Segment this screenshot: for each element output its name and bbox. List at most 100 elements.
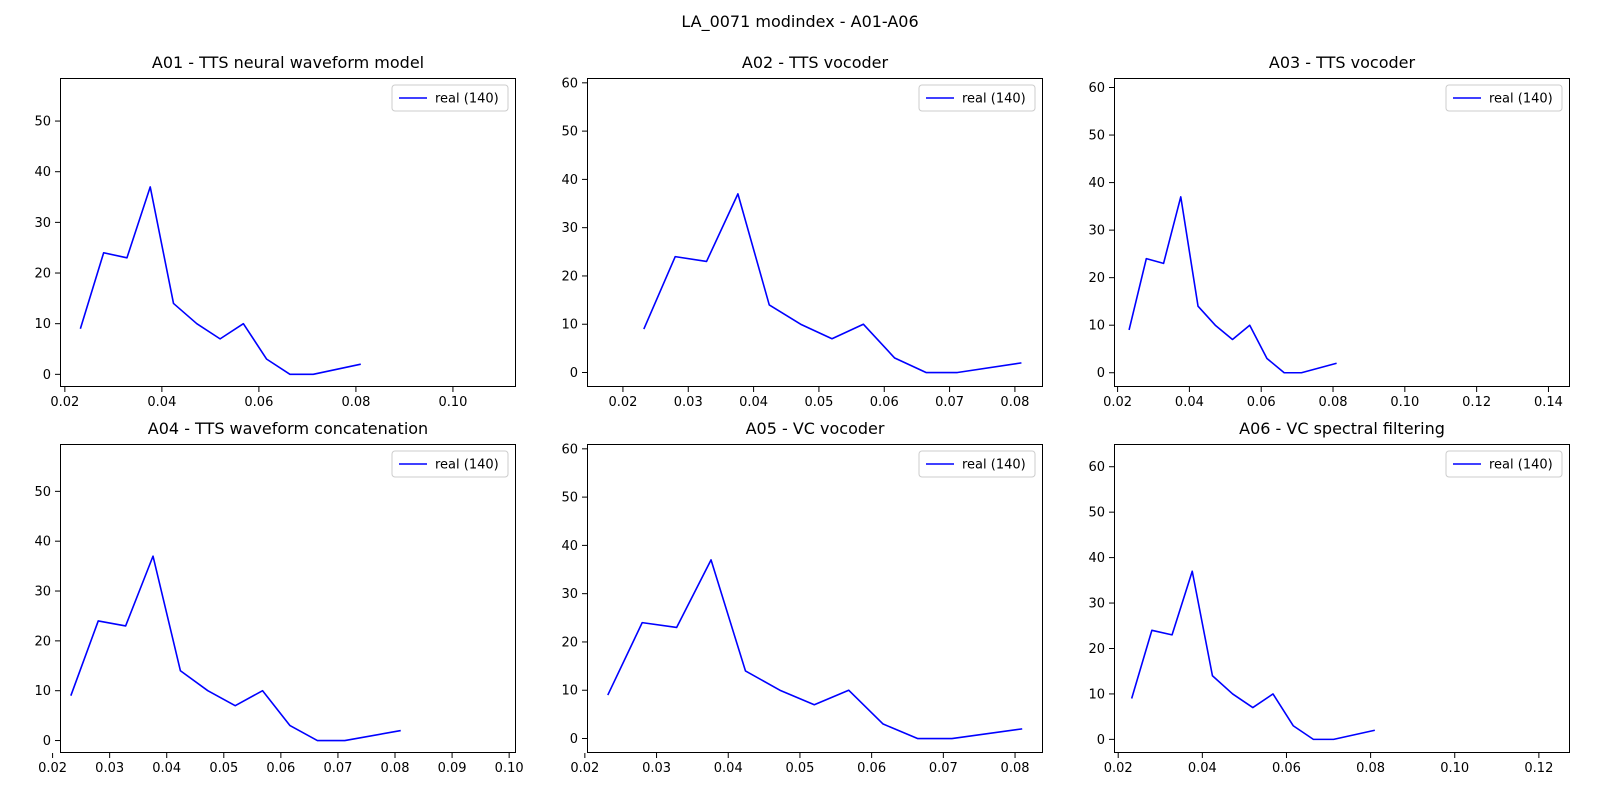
y-tick-label: 30 — [561, 587, 578, 602]
subplot-a01: A01 - TTS neural waveform model 0.02 0.04… — [34, 53, 516, 410]
y-tick-label: 30 — [34, 585, 51, 600]
x-tick-label: 0.08 — [1001, 761, 1030, 776]
axes-frame — [1114, 444, 1570, 753]
x-tick-label: 0.04 — [714, 761, 743, 776]
y-tick-label: 20 — [34, 267, 51, 282]
y-tick-label: 50 — [1088, 506, 1105, 521]
x-tick-label: 0.04 — [152, 761, 181, 776]
subplot-a03: A03 - TTS vocoder 0.02 0.04 0.06 0.08 0.10 0.… — [1088, 53, 1570, 410]
legend: real (140) — [918, 84, 1036, 112]
x-tick-label: 0.10 — [438, 395, 467, 410]
series-line — [1130, 570, 1375, 741]
y-tick-label: 20 — [1088, 271, 1105, 286]
x-tick-label: 0.05 — [804, 395, 833, 410]
y-tick-label: 40 — [561, 173, 578, 188]
x-tick-label: 0.07 — [935, 395, 964, 410]
x-tick-label: 0.06 — [857, 761, 886, 776]
plot-area: 0.02 0.04 0.06 0.08 0.10 0.12 0 10 20 30 40 50 60 rea… — [1088, 444, 1570, 776]
legend-label: real (140) — [435, 92, 499, 107]
y-tick-label: 60 — [561, 442, 578, 457]
y-tick-label: 0 — [1097, 366, 1105, 381]
axes-frame — [587, 444, 1043, 753]
x-tick-label: 0.03 — [95, 761, 124, 776]
y-tick-label: 20 — [561, 269, 578, 284]
y-tick-label: 30 — [34, 216, 51, 231]
y-tick-label: 0 — [1097, 733, 1105, 748]
y-tick-label: 10 — [1088, 319, 1105, 334]
series-line — [643, 193, 1022, 374]
series-line — [607, 559, 1023, 740]
legend-label: real (140) — [435, 458, 499, 473]
y-tick-label: 10 — [561, 318, 578, 333]
axes-frame — [60, 78, 516, 387]
y-tick-label: 10 — [1088, 687, 1105, 702]
series-line — [70, 555, 401, 742]
x-tick-label: 0.02 — [50, 395, 79, 410]
axes-frame — [60, 444, 516, 753]
legend-box — [918, 450, 1036, 478]
y-tick-label: 50 — [34, 485, 51, 500]
x-tick-label: 0.02 — [1104, 761, 1133, 776]
x-tick-label: 0.07 — [323, 761, 352, 776]
x-tick-label: 0.06 — [1247, 395, 1276, 410]
x-tick-label: 0.03 — [642, 761, 671, 776]
y-tick-label: 0 — [43, 368, 51, 383]
legend: real (140) — [918, 450, 1036, 478]
subplot-a02: A02 - TTS vocoder 0.02 0.03 0.04 0.05 0.06 0.… — [561, 53, 1043, 410]
subplot-a04: A04 - TTS waveform concatenation 0.02 0.0… — [34, 419, 524, 776]
legend-box — [391, 84, 509, 112]
x-tick-label: 0.07 — [929, 761, 958, 776]
y-tick-label: 40 — [1088, 551, 1105, 566]
series-line — [1128, 196, 1337, 374]
subplot-title: A05 - VC vocoder — [745, 419, 885, 438]
x-tick-label: 0.05 — [209, 761, 238, 776]
x-tick-label: 0.04 — [739, 395, 768, 410]
legend-label: real (140) — [962, 92, 1026, 107]
subplot-title: A06 - VC spectral filtering — [1239, 419, 1445, 438]
y-tick-label: 50 — [561, 125, 578, 140]
x-tick-label: 0.06 — [244, 395, 273, 410]
y-tick-label: 60 — [1088, 460, 1105, 475]
y-tick-label: 10 — [561, 684, 578, 699]
x-tick-label: 0.10 — [495, 761, 524, 776]
x-tick-label: 0.08 — [381, 761, 410, 776]
legend-box — [1445, 84, 1563, 112]
legend-box — [1445, 450, 1563, 478]
legend-box — [391, 450, 509, 478]
legend-label: real (140) — [1489, 458, 1553, 473]
x-tick-label: 0.04 — [147, 395, 176, 410]
series-line — [79, 186, 361, 376]
plot-area: 0.02 0.03 0.04 0.05 0.06 0.07 0.08 0.09 0.10 0 10 2… — [34, 444, 524, 776]
subplot-title: A04 - TTS waveform concatenation — [147, 419, 429, 438]
x-tick-label: 0.02 — [1103, 395, 1132, 410]
x-tick-label: 0.12 — [1524, 761, 1553, 776]
legend: real (140) — [1445, 84, 1563, 112]
x-tick-label: 0.06 — [870, 395, 899, 410]
x-tick-label: 0.05 — [785, 761, 814, 776]
plot-area: 0.02 0.04 0.06 0.08 0.10 0 10 20 30 40 50 real (140… — [34, 78, 516, 410]
y-tick-label: 20 — [34, 634, 51, 649]
y-tick-label: 0 — [570, 366, 578, 381]
y-tick-label: 40 — [34, 165, 51, 180]
axes-frame — [1114, 78, 1570, 387]
legend: real (140) — [391, 450, 509, 478]
x-tick-label: 0.08 — [1000, 395, 1029, 410]
x-tick-label: 0.03 — [674, 395, 703, 410]
y-tick-label: 30 — [561, 221, 578, 236]
x-tick-label: 0.02 — [570, 761, 599, 776]
y-tick-label: 10 — [34, 684, 51, 699]
axes-frame — [587, 78, 1043, 387]
x-tick-label: 0.02 — [608, 395, 637, 410]
y-tick-label: 60 — [561, 76, 578, 91]
y-tick-label: 50 — [1088, 129, 1105, 144]
y-tick-label: 50 — [561, 491, 578, 506]
legend-box — [918, 84, 1036, 112]
subplot-title: A02 - TTS vocoder — [741, 53, 889, 72]
subplot-title: A03 - TTS vocoder — [1268, 53, 1416, 72]
x-tick-label: 0.08 — [1356, 761, 1385, 776]
subplot-a05: A05 - VC vocoder 0.02 0.03 0.04 0.05 0.06 0.0… — [561, 419, 1043, 776]
x-tick-label: 0.10 — [1440, 761, 1469, 776]
legend: real (140) — [1445, 450, 1563, 478]
x-tick-label: 0.04 — [1188, 761, 1217, 776]
y-tick-label: 30 — [1088, 224, 1105, 239]
